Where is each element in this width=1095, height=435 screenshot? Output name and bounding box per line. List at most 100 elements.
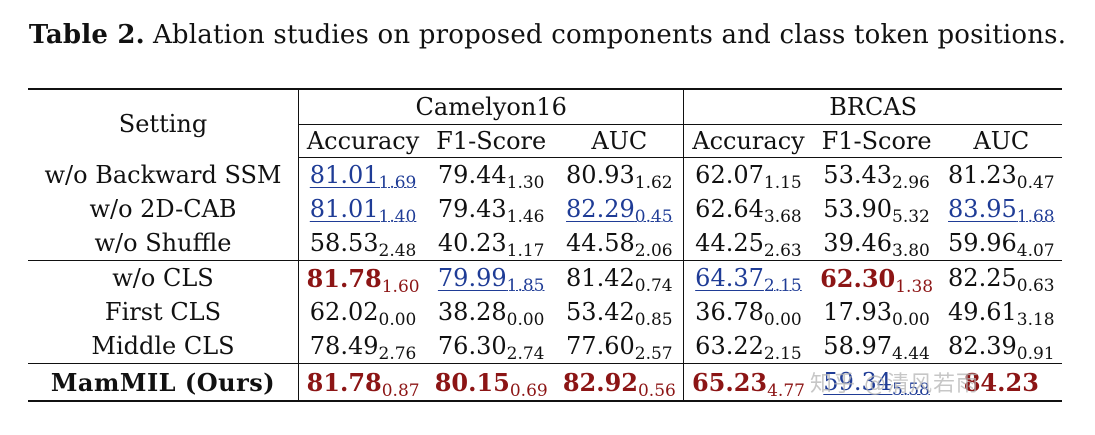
setting-header: Setting xyxy=(28,88,299,158)
metric-mean: 84.23 xyxy=(963,367,1039,397)
metric-cell: 53.905.32 xyxy=(813,192,941,226)
metric-mean: 81.23 xyxy=(948,161,1017,189)
metric-mean: 49.61 xyxy=(948,298,1017,326)
metric-value-wrapper: 62.301.38 xyxy=(820,263,933,296)
metric-std: 0.87 xyxy=(381,380,420,401)
metric-std: 2.06 xyxy=(634,241,673,261)
metric-std: 0.63 xyxy=(1016,276,1055,296)
metric-cell: 84.23 xyxy=(940,363,1062,402)
metric-cell: 81.230.47 xyxy=(941,158,1062,193)
metric-mean: 82.92 xyxy=(562,367,638,397)
metric-value-wrapper: 80.150.69 xyxy=(434,367,548,400)
metric-value-wrapper: 36.780.00 xyxy=(695,298,802,329)
metric-std: 4.07 xyxy=(1016,241,1055,261)
table-row: First CLS 62.020.00 38.280.00 53.420.85 36.7… xyxy=(28,295,1062,329)
metric-mean: 81.01 xyxy=(309,161,379,189)
metric-value-wrapper: 40.231.17 xyxy=(438,229,545,260)
metric-std: 0.74 xyxy=(634,276,673,296)
metric-cell: 53.432.96 xyxy=(813,158,941,193)
metric-mean: 76.30 xyxy=(437,332,507,360)
metric-value-wrapper: 49.613.18 xyxy=(948,298,1055,329)
metric-mean: 59.96 xyxy=(948,229,1017,257)
metric-mean: 58.53 xyxy=(309,229,379,257)
metric-std: 0.85 xyxy=(634,310,673,330)
metric-std: 0.00 xyxy=(892,310,930,330)
metric-std: 3.80 xyxy=(892,241,930,261)
metric-header: AUC xyxy=(555,124,685,158)
caption-text: Ablation studies on proposed components … xyxy=(152,20,1067,50)
metric-value-wrapper: 62.643.68 xyxy=(695,195,802,226)
metric-value-wrapper: 78.492.76 xyxy=(310,332,417,363)
metric-cell: 82.390.91 xyxy=(940,329,1062,364)
metric-value-wrapper: 59.964.07 xyxy=(948,229,1055,260)
metric-value-wrapper: 64.372.15 xyxy=(695,264,802,295)
metric-cell: 53.420.85 xyxy=(555,295,685,329)
metric-cell: 78.492.76 xyxy=(298,329,428,364)
metric-value-wrapper: 81.781.60 xyxy=(307,264,420,296)
metric-value-wrapper: 44.252.63 xyxy=(695,229,802,260)
watermark: 知乎 @清风若雨 xyxy=(810,372,979,397)
metric-std: 2.96 xyxy=(892,173,930,193)
metric-mean: 79.99 xyxy=(437,264,507,292)
metric-cell: 83.951.68 xyxy=(941,192,1062,226)
metric-cell: 62.071.15 xyxy=(684,158,813,193)
metric-cell: 81.781.60 xyxy=(299,261,428,296)
metric-cell: 82.250.63 xyxy=(941,261,1062,296)
metric-std: 5.32 xyxy=(892,207,930,227)
ablation-table: Setting Camelyon16 BRCAS Accuracy F1-Sco… xyxy=(28,88,1062,402)
metric-mean: 62.30 xyxy=(820,263,896,293)
metric-std: 2.76 xyxy=(378,344,417,364)
table-row: w/o Shuffle 58.532.48 40.231.17 44.582.06 44… xyxy=(28,226,1062,261)
caption-label: Table 2. xyxy=(28,20,145,50)
metric-mean: 36.78 xyxy=(695,298,764,326)
table-body: w/o Backward SSM 81.011.69 79.441.30 80.931… xyxy=(28,157,1062,402)
metric-value-wrapper: 84.23 xyxy=(964,368,1039,397)
metric-std: 2.15 xyxy=(763,344,802,364)
metric-mean: 17.93 xyxy=(823,298,893,326)
metric-std: 0.47 xyxy=(1016,173,1055,193)
metric-value-wrapper: 38.280.00 xyxy=(438,298,545,329)
metric-std: 2.15 xyxy=(763,276,802,296)
metric-cell: 39.463.80 xyxy=(812,226,941,261)
metric-value-wrapper: 44.582.06 xyxy=(566,229,673,260)
metric-cell: 82.290.45 xyxy=(555,192,685,227)
metric-std: 5.58 xyxy=(892,380,930,400)
metric-mean: 44.25 xyxy=(695,229,764,257)
metric-mean: 53.42 xyxy=(566,298,635,326)
metric-value-wrapper: 58.974.44 xyxy=(823,332,930,363)
metric-cell: 58.532.48 xyxy=(298,226,428,261)
metric-cell: 79.441.30 xyxy=(427,158,555,193)
metric-std: 1.40 xyxy=(378,207,417,227)
metric-mean: 80.93 xyxy=(566,161,635,189)
metric-mean: 53.90 xyxy=(823,195,893,223)
metric-cell: 80.931.62 xyxy=(555,157,685,192)
metric-header: Accuracy xyxy=(683,124,813,158)
metric-mean: 81.42 xyxy=(566,264,635,292)
metric-std: 1.69 xyxy=(378,173,417,193)
metric-std: 0.00 xyxy=(378,310,417,330)
metric-cell: 80.150.69 xyxy=(427,363,556,402)
metric-cell: 79.431.46 xyxy=(427,192,555,226)
metric-cell: 44.582.06 xyxy=(555,226,685,261)
metric-mean: 62.02 xyxy=(309,298,379,326)
metric-value-wrapper: 77.602.57 xyxy=(566,332,673,363)
metric-std: 0.00 xyxy=(506,310,545,330)
metric-mean: 80.15 xyxy=(434,367,510,397)
metric-std: 4.44 xyxy=(892,344,930,364)
metric-value-wrapper: 81.230.47 xyxy=(948,161,1055,192)
metric-value-wrapper: 53.420.85 xyxy=(566,298,673,329)
metric-std: 2.63 xyxy=(763,241,802,261)
metric-cell: 77.602.57 xyxy=(555,329,685,364)
metric-mean: 79.44 xyxy=(437,161,507,189)
metric-cell: 40.231.17 xyxy=(427,226,556,261)
metric-mean: 81.01 xyxy=(309,195,379,223)
metric-value-wrapper: 81.011.40 xyxy=(309,195,417,226)
metric-header: F1-Score xyxy=(812,124,941,158)
metric-value-wrapper: 81.780.87 xyxy=(307,368,420,400)
metric-cell: 62.020.00 xyxy=(299,295,428,329)
metric-std: 1.38 xyxy=(895,276,934,297)
metric-mean: 53.43 xyxy=(823,161,893,189)
table-caption: Table 2. Ablation studies on proposed com… xyxy=(0,20,1095,50)
metric-std: 0.45 xyxy=(634,207,673,227)
metric-cell: 81.420.74 xyxy=(555,260,685,296)
